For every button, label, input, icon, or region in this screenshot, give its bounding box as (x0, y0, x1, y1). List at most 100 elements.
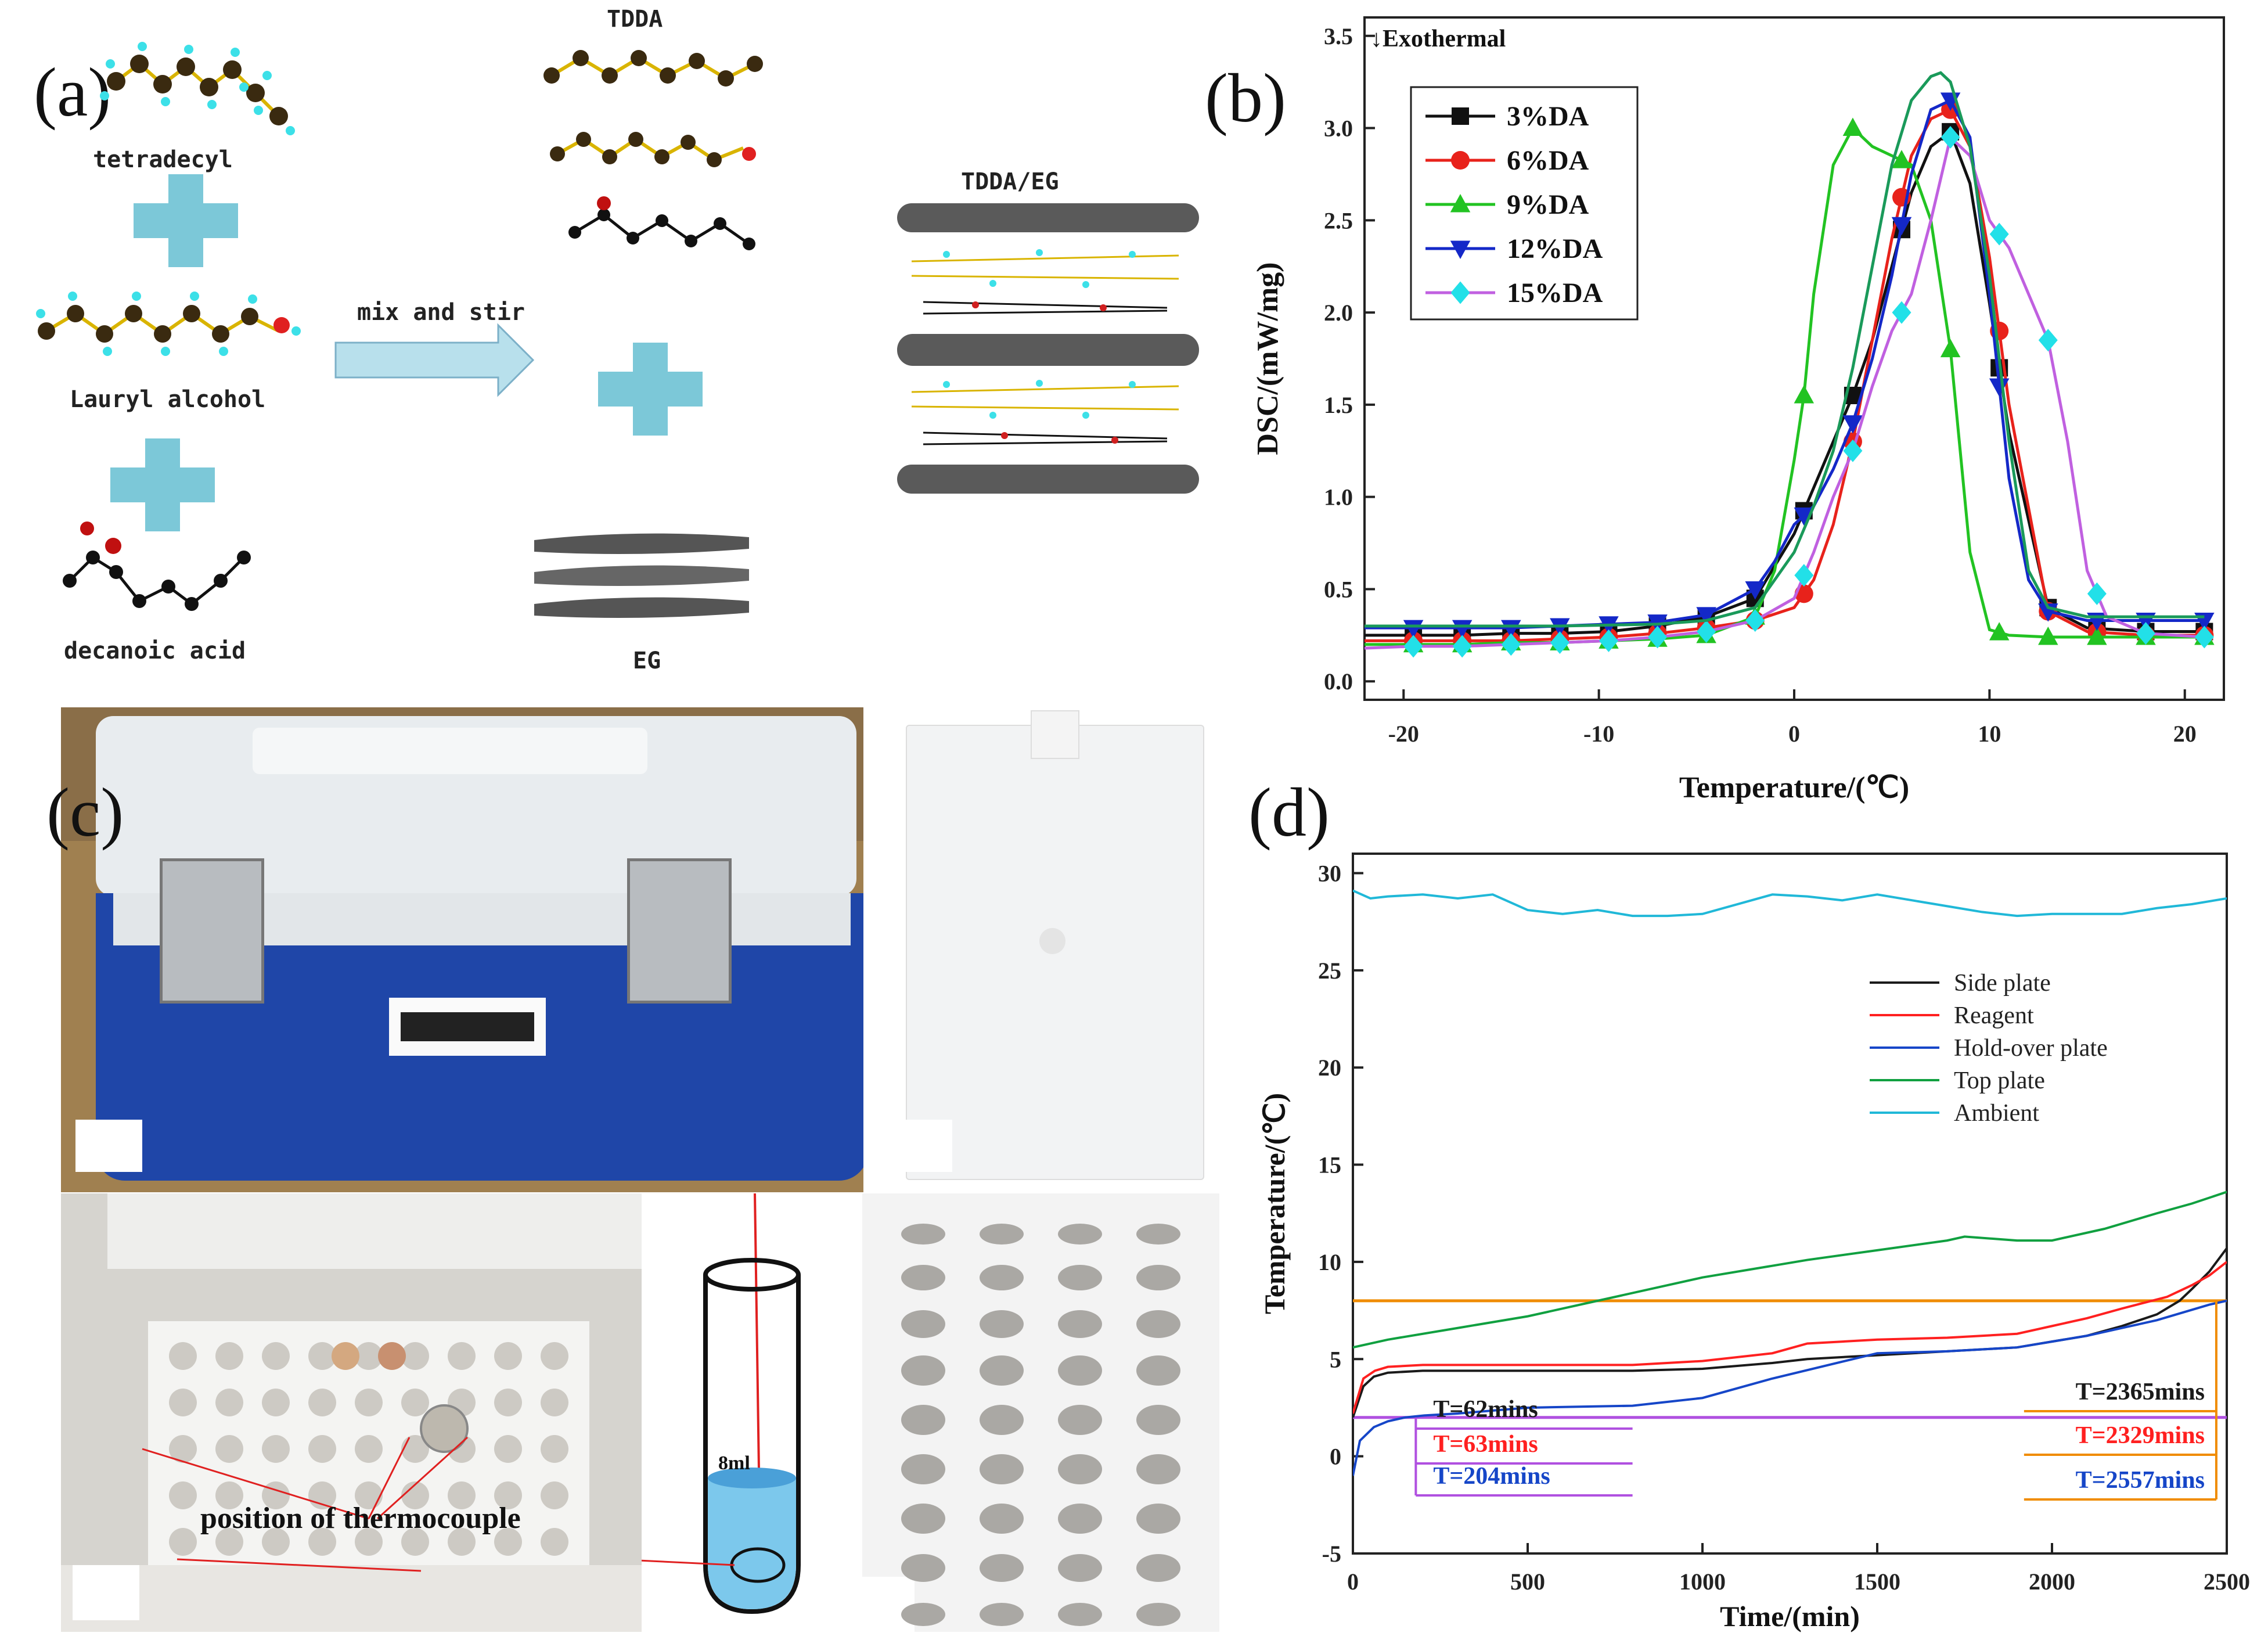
tdda-eg-label: TDDA/EG (961, 168, 1059, 195)
data-point (1648, 625, 1668, 649)
data-point (1891, 217, 1912, 236)
time-annotation: T=2329mins (2076, 1422, 2205, 1449)
x-tick-label: 10 (1978, 721, 2001, 747)
data-point (2136, 622, 2155, 645)
data-point (2194, 625, 2214, 649)
legend-marker (1450, 240, 1471, 259)
data-point (1452, 635, 1472, 658)
data-point (1794, 564, 1814, 587)
time-annotation: T=62mins (1433, 1396, 1538, 1423)
data-point (1403, 635, 1423, 658)
legend-label: Side plate (1954, 970, 2051, 997)
volume-label: 8ml (718, 1452, 750, 1474)
legend-marker (1452, 107, 1469, 125)
data-point (1599, 629, 1618, 652)
data-point (1891, 150, 1912, 168)
eg-label: EG (633, 648, 661, 674)
time-annotation: T=63mins (1433, 1431, 1538, 1458)
y-tick-label: 3.0 (1324, 116, 1353, 142)
series-line (1353, 1247, 2227, 1418)
y-tick-label: 1.0 (1324, 484, 1353, 510)
data-point (1940, 339, 1961, 358)
tdda-label: TDDA (607, 6, 663, 33)
y-tick-label: 0.5 (1324, 576, 1353, 602)
x-tick-label: 2000 (2029, 1569, 2075, 1595)
legend-label: Top plate (1954, 1067, 2045, 1094)
y-tick-label: 0.0 (1324, 668, 1353, 695)
eg-graphite-icon (534, 533, 749, 618)
x-tick-label: 2500 (2204, 1569, 2250, 1595)
series-line-15%DA (1365, 134, 2205, 650)
legend-label: Hold-over plate (1954, 1035, 2108, 1062)
data-point (1989, 378, 2010, 397)
x-tick-label: 1000 (1679, 1569, 1726, 1595)
x-tick-label: -10 (1583, 721, 1614, 747)
series-group (1365, 71, 2215, 658)
x-tick-label: 500 (1510, 1569, 1545, 1595)
series-line-extra (1365, 71, 2205, 628)
temperature-time-chart: 0 500 1000 1500 2000 2500-5051015202530Time/(… (1258, 853, 2250, 1632)
data-point (1941, 125, 1960, 149)
y-tick-label: 15 (1318, 1152, 1341, 1178)
panel-a-illustration (36, 42, 763, 618)
legend-label: 15%DA (1507, 278, 1603, 308)
tdda-eg-composite-graphic (897, 203, 1199, 494)
tetradecyl-molecule-icon (100, 42, 295, 135)
time-annotation: T=204mins (1433, 1463, 1550, 1490)
data-point (1989, 622, 2010, 641)
data-point (2087, 582, 2107, 605)
time-annotation: T=2557mins (2076, 1467, 2205, 1494)
decanoic-acid-label: decanoic acid (64, 638, 246, 664)
tdda-molecule-icon (543, 50, 763, 250)
dsc-chart: -20 -10 0 10 20 0.0 0.5 1.0 1.5 2.0 2.5 3.0 3.5 Tempe… (1251, 16, 2225, 804)
y-tick-label: 1.5 (1324, 392, 1353, 418)
x-tick-label: 0 (1788, 721, 1800, 747)
legend-label: Reagent (1954, 1002, 2034, 1029)
data-point (1892, 301, 1911, 324)
x-axis-title: Time/(min) (1720, 1600, 1860, 1632)
mix-and-stir-label: mix and stir (357, 299, 525, 326)
legend-label: 6%DA (1507, 145, 1589, 176)
y-tick-label: 3.5 (1324, 23, 1353, 49)
series-line (1353, 889, 2227, 918)
data-point (2038, 329, 2058, 352)
data-point (1697, 620, 1716, 643)
x-tick-label: 20 (2173, 721, 2197, 747)
x-tick-label: 0 (1347, 1569, 1359, 1595)
y-tick-label: 25 (1318, 958, 1341, 984)
legend-marker (1450, 194, 1471, 213)
cooler-box-photo (61, 707, 863, 1192)
data-point (1989, 222, 2009, 246)
data-point (1842, 117, 1863, 136)
legend-label: 12%DA (1507, 233, 1603, 264)
legend-label: 9%DA (1507, 189, 1589, 220)
ice-pack-photo (888, 707, 1219, 1192)
legend-marker (1451, 151, 1470, 170)
panel-label-b: (b) (1205, 59, 1286, 136)
data-point (1842, 415, 1863, 434)
data-point (1745, 581, 1765, 600)
foam-tray-holes (901, 1224, 1180, 1626)
series-line (1353, 1261, 2227, 1414)
x-axis-title: Temperature/(℃) (1679, 771, 1909, 804)
cooler-interior-holes (142, 1342, 568, 1572)
x-tick-label: 1500 (1854, 1569, 1900, 1595)
data-point (2038, 627, 2058, 645)
y-axis-title: Temperature/(℃) (1258, 1093, 1291, 1314)
y-tick-label: 0 (1330, 1444, 1341, 1470)
series-group (1353, 889, 2227, 1476)
legend-label: 3%DA (1507, 101, 1589, 132)
panel-label-c: (c) (46, 774, 124, 851)
data-point (1794, 385, 1815, 404)
exothermal-annotation: ↓Exothermal (1370, 26, 1506, 52)
data-point (1745, 609, 1765, 632)
lauryl-alcohol-molecule-icon (36, 292, 301, 356)
plot-frame (1352, 853, 2228, 1555)
plus-icon (598, 343, 703, 436)
panel-label-d: (d) (1248, 774, 1330, 851)
data-point (1794, 507, 1815, 526)
thermocouple-position-label: position of thermocouple (200, 1502, 521, 1535)
data-point (1550, 631, 1569, 654)
right-arrow-icon (334, 323, 535, 397)
legend-marker (1450, 281, 1470, 304)
